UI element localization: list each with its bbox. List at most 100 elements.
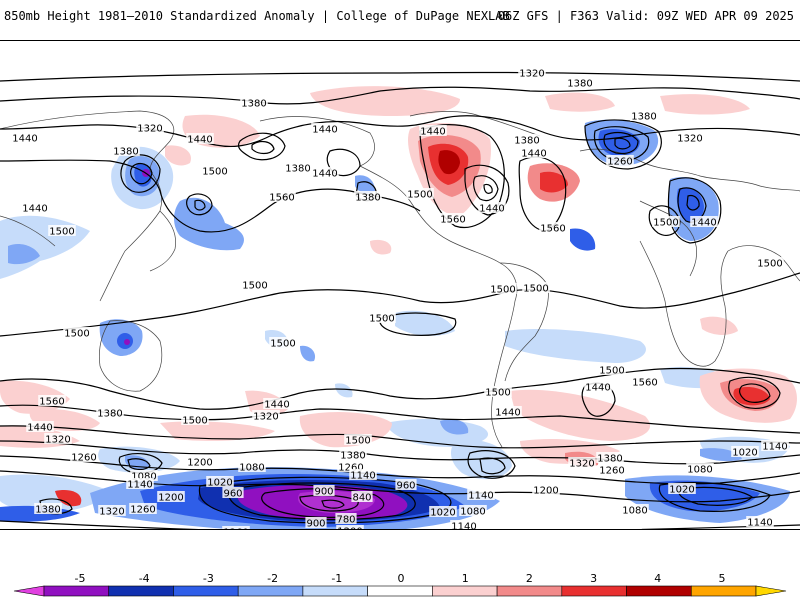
colorbar-tick-label: 0: [397, 572, 405, 585]
contour-label: 1440: [312, 125, 337, 136]
colorbar-tick-label: 4: [654, 572, 662, 585]
contour-label-bg: [344, 434, 372, 445]
colorbar-tick-label: -1: [331, 572, 343, 585]
contour-label: 840: [352, 493, 371, 504]
contour-label-bg: [489, 283, 517, 294]
contour-label-bg: [467, 489, 495, 500]
contour-label: 1140: [451, 522, 476, 531]
contour-label: 1560: [269, 193, 294, 204]
contour-label-bg: [478, 202, 506, 213]
contour-label: 1440: [521, 149, 546, 160]
contour-label-bg: [459, 505, 487, 516]
contour-label: 1500: [64, 329, 89, 340]
contour-label-bg: [368, 312, 396, 323]
contour-label-bg: [241, 279, 269, 290]
colorbar-segment: [755, 585, 787, 597]
colorbar-tick-label: 2: [525, 572, 533, 585]
contour-label-bg: [652, 216, 680, 227]
contour-label: 1260: [71, 453, 96, 464]
contour-label-bg: [263, 398, 291, 409]
contour-label: 1140: [762, 442, 787, 453]
colorbar-segment: [432, 585, 498, 597]
contour-label: 1320: [253, 412, 278, 423]
contour-label-bg: [222, 487, 244, 498]
colorbar-segment: [302, 585, 368, 597]
colorbar-segment: [173, 585, 239, 597]
colorbar-segment: [108, 585, 174, 597]
contour-label-bg: [284, 162, 312, 173]
contour-label: 1500: [202, 167, 227, 178]
contour-label-bg: [129, 503, 157, 514]
contour-label-bg: [614, 528, 642, 529]
contour-label: 1260: [130, 505, 155, 516]
contour-label-bg: [419, 125, 447, 136]
colorbar-segment: [496, 585, 563, 597]
contour-label-bg: [311, 123, 339, 134]
contour-label-bg: [70, 451, 98, 462]
contour-label-bg: [305, 517, 327, 528]
contour-label-bg: [406, 188, 434, 199]
contour-label: 1500: [270, 339, 295, 350]
colorbar-segment: [367, 585, 433, 597]
contour-label: 1320: [45, 435, 70, 446]
contour-label: 1020: [732, 448, 757, 459]
contour-label-bg: [186, 456, 214, 467]
contour-label: 1140: [468, 491, 493, 502]
colorbar-segment: [690, 585, 757, 597]
contour-label: 1080: [622, 506, 647, 517]
contour-label-bg: [494, 406, 522, 417]
contour-label: 1440: [495, 408, 520, 419]
contour-label-bg: [38, 395, 66, 406]
contour-label-bg: [630, 110, 658, 121]
contour-label: 1560: [632, 378, 657, 389]
contour-label-bg: [566, 77, 594, 88]
colorbar-segment: [237, 585, 304, 597]
contour-label-bg: [126, 478, 154, 489]
contour-label: 1140: [350, 471, 375, 482]
contour-label: 1440: [479, 204, 504, 215]
contour-label: 1380: [597, 454, 622, 465]
contour-label-bg: [584, 381, 612, 392]
contour-label-bg: [606, 155, 634, 166]
contour-label: 1080: [460, 507, 485, 518]
contour-label: 1320: [519, 69, 544, 80]
contour-label: 960: [396, 481, 415, 492]
contour-label-bg: [429, 506, 457, 517]
contour-label-bg: [518, 67, 546, 78]
contour-label: 1080: [239, 463, 264, 474]
contour-label-bg: [21, 202, 49, 213]
contour-label: 1500: [242, 281, 267, 292]
contour-label: 1140: [747, 518, 772, 529]
contour-label: 1020: [207, 478, 232, 489]
map-header: 850mb Height 1981–2010 Standardized Anom…: [0, 0, 800, 40]
contour-label-bg: [756, 257, 784, 268]
contour-label-bg: [676, 132, 704, 143]
contour-label-bg: [336, 525, 364, 529]
colorbar-tick-label: 5: [718, 572, 726, 585]
contour-label-bg: [48, 225, 76, 236]
contour-label-bg: [520, 147, 548, 158]
contour-label-bg: [98, 505, 126, 516]
contour-label-bg: [690, 216, 718, 227]
contour-label-bg: [631, 376, 659, 387]
contour-label: 1140: [127, 480, 152, 491]
contour-label: 1500: [49, 227, 74, 238]
contour-label-bg: [181, 414, 209, 425]
contour-label: 1380: [285, 164, 310, 175]
contour-label: 1020: [430, 508, 455, 519]
contour-label: 1500: [523, 284, 548, 295]
contour-label-bg: [313, 485, 335, 496]
contour-label: 1200: [337, 527, 362, 531]
contour-label-bg: [63, 327, 91, 338]
contour-label-bg: [26, 421, 54, 432]
contour-label: 1320: [569, 459, 594, 470]
contour-label: 1440: [420, 127, 445, 138]
colorbar: -5 -4 -3 -2 -1 0 1 2 3 4 5: [0, 572, 800, 600]
contour-label: 1440: [187, 135, 212, 146]
contour-label: 1380: [567, 79, 592, 90]
contour-label-bg: [130, 470, 158, 481]
contour-label: 1380: [514, 136, 539, 147]
contour-label: 1440: [312, 169, 337, 180]
contour-label-bg: [238, 461, 266, 472]
